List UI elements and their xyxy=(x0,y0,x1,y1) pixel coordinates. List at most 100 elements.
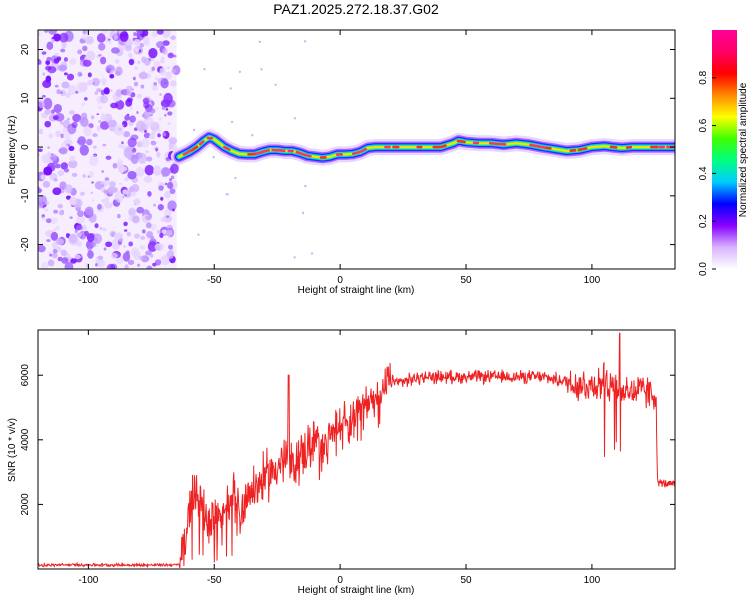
noise-speckle xyxy=(70,258,77,264)
noise-speckle xyxy=(148,57,152,62)
noise-speckle xyxy=(130,106,134,111)
noise-speckle xyxy=(68,233,78,244)
noise-speckle xyxy=(54,163,61,169)
snr-x-label: Height of straight line (km) xyxy=(298,585,415,596)
noise-speckle xyxy=(100,56,107,65)
noise-speckle xyxy=(157,204,164,211)
colorbar: 0.0 0.2 0.4 0.6 0.8 Normalized spectral ampl… xyxy=(698,30,749,276)
noise-speckle xyxy=(169,177,172,182)
ridge-peak-mark xyxy=(537,145,547,149)
noise-speckle xyxy=(54,84,59,88)
noise-speckle xyxy=(167,122,171,125)
noise-speckle xyxy=(48,217,58,225)
noise-speckle xyxy=(64,262,74,269)
noise-speckle xyxy=(156,30,164,35)
noise-speckle xyxy=(103,87,110,95)
noise-speckle xyxy=(52,248,58,254)
noise-speckle xyxy=(138,255,144,260)
noise-speckle xyxy=(150,140,157,146)
noise-speckle xyxy=(162,132,167,137)
noise-speckle xyxy=(238,70,242,74)
noise-speckle xyxy=(130,191,136,197)
noise-speckle xyxy=(130,154,139,165)
noise-speckle xyxy=(133,38,141,46)
noise-speckle xyxy=(80,112,88,120)
noise-speckle xyxy=(156,41,165,49)
noise-speckle xyxy=(53,103,62,114)
spectrogram-frame xyxy=(37,29,676,270)
noise-speckle xyxy=(86,81,91,86)
colorbar-bar xyxy=(712,30,737,269)
x-tick-label: -100 xyxy=(78,575,98,586)
noise-speckle xyxy=(69,216,73,219)
noise-speckle xyxy=(106,263,116,269)
noise-speckle xyxy=(97,255,104,260)
spectral-ridge xyxy=(171,129,675,166)
noise-speckle xyxy=(139,245,146,250)
noise-speckle xyxy=(96,259,106,268)
noise-speckle xyxy=(138,71,148,80)
noise-speckle xyxy=(140,84,145,89)
noise-speckle xyxy=(41,94,46,98)
noise-speckle xyxy=(51,252,58,259)
noise-speckle xyxy=(170,35,176,40)
noise-speckle xyxy=(106,66,113,72)
noise-speckle xyxy=(127,137,137,148)
noise-speckle xyxy=(159,93,162,96)
noise-speckle xyxy=(101,81,106,86)
noise-speckle xyxy=(102,228,107,232)
colorbar-tick-label: 0.4 xyxy=(698,166,709,180)
noise-speckle xyxy=(101,199,105,203)
noise-speckle xyxy=(123,229,128,232)
noise-speckle xyxy=(139,36,143,41)
noise-speckle xyxy=(133,233,141,239)
noise-speckle xyxy=(160,78,169,89)
noise-speckle xyxy=(111,47,120,54)
noise-speckle xyxy=(60,48,66,53)
noise-speckle xyxy=(123,147,134,159)
noise-speckle xyxy=(143,176,153,183)
noise-speckle xyxy=(133,32,137,37)
noise-speckle xyxy=(67,84,77,95)
noise-speckle xyxy=(260,68,263,71)
noise-speckle xyxy=(76,232,82,237)
noise-speckle xyxy=(118,164,125,174)
noise-speckle xyxy=(87,250,94,259)
noise-speckle xyxy=(88,213,97,223)
noise-speckle xyxy=(137,60,141,64)
noise-speckle xyxy=(140,236,146,240)
noise-speckle xyxy=(137,263,141,267)
noise-speckle xyxy=(101,170,104,173)
noise-speckle xyxy=(155,245,161,251)
ridge-peak-mark xyxy=(263,148,271,153)
noise-speckle xyxy=(135,166,145,177)
noise-speckle xyxy=(96,113,100,116)
noise-speckle xyxy=(102,143,107,147)
noise-speckle xyxy=(103,247,107,251)
noise-speckle xyxy=(150,113,153,117)
noise-speckle xyxy=(126,97,133,103)
noise-speckle xyxy=(170,163,179,174)
noise-speckle xyxy=(119,182,123,186)
noise-speckle xyxy=(64,168,70,173)
noise-speckle xyxy=(46,56,52,62)
noise-speckle xyxy=(75,225,83,231)
noise-speckle xyxy=(155,106,159,111)
noise-speckle xyxy=(167,200,177,211)
x-tick-label: 50 xyxy=(460,275,472,286)
noise-speckle xyxy=(91,241,96,247)
noise-speckle xyxy=(38,245,46,253)
noise-speckle xyxy=(161,30,171,38)
noise-speckle xyxy=(124,114,130,121)
noise-speckle xyxy=(118,237,124,243)
noise-speckle xyxy=(84,206,94,216)
y-tick-label: -10 xyxy=(20,188,31,203)
noise-speckle xyxy=(100,94,109,104)
noise-speckle xyxy=(123,221,128,227)
noise-speckle xyxy=(127,259,135,266)
noise-speckle xyxy=(163,113,167,117)
noise-speckle xyxy=(59,32,69,43)
noise-speckle xyxy=(162,48,168,55)
